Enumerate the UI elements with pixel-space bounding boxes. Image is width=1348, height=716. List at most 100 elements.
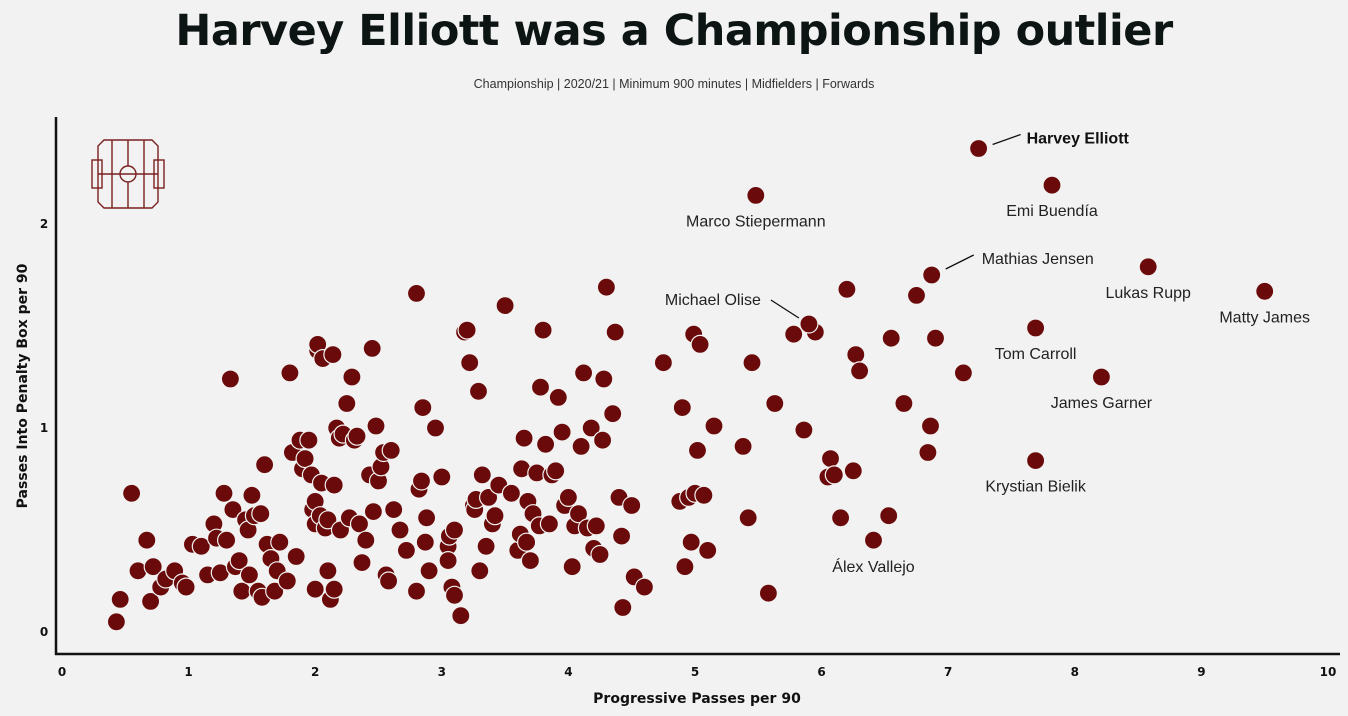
- highlighted-data-point: [1138, 257, 1158, 277]
- data-point: [337, 393, 357, 414]
- data-point: [191, 536, 211, 556]
- data-point: [406, 581, 427, 601]
- data-point: [535, 434, 556, 454]
- leader-line: [945, 254, 974, 270]
- highlighted-data-point: [799, 314, 819, 334]
- data-point: [444, 520, 465, 540]
- highlighted-data-point: [1025, 318, 1046, 338]
- data-point: [444, 585, 465, 605]
- data-point: [592, 430, 613, 450]
- data-point: [251, 504, 271, 524]
- data-point: [413, 398, 433, 418]
- data-point: [323, 345, 343, 365]
- x-tick-label: 10: [1320, 665, 1337, 679]
- data-point: [239, 565, 259, 585]
- data-point: [843, 461, 863, 481]
- data-point: [552, 422, 572, 442]
- data-point: [586, 516, 606, 536]
- highlighted-data-point: [746, 185, 766, 205]
- data-point: [470, 561, 490, 581]
- data-point: [704, 416, 724, 436]
- data-point: [366, 416, 386, 436]
- data-point: [396, 540, 416, 561]
- data-point: [653, 353, 674, 373]
- x-tick-label: 0: [58, 665, 66, 679]
- data-point: [242, 485, 262, 505]
- data-point: [265, 581, 285, 601]
- data-point: [419, 561, 439, 581]
- data-point: [217, 530, 237, 550]
- data-point: [558, 487, 579, 507]
- x-tick-label: 7: [944, 665, 952, 679]
- data-point: [784, 324, 804, 344]
- data-point: [520, 550, 541, 571]
- highlighted-data-point: [968, 138, 989, 159]
- data-point: [356, 530, 376, 550]
- chart-title: Harvey Elliott was a Championship outlie…: [175, 6, 1173, 56]
- data-point: [379, 571, 399, 591]
- data-point: [324, 579, 344, 599]
- data-point: [590, 544, 610, 565]
- point-label: Mathias Jensen: [982, 251, 1094, 268]
- highlighted-data-point: [922, 265, 942, 285]
- data-point: [906, 285, 927, 305]
- data-point: [562, 557, 582, 577]
- data-point: [352, 552, 372, 573]
- leader-line: [992, 133, 1021, 146]
- data-point: [485, 506, 505, 526]
- x-tick-label: 6: [817, 665, 825, 679]
- data-point: [881, 328, 901, 348]
- point-label: Lukas Rupp: [1106, 285, 1191, 302]
- data-point: [295, 449, 315, 469]
- data-point: [342, 367, 362, 387]
- data-point: [690, 334, 710, 354]
- highlighted-data-point: [1091, 367, 1112, 387]
- data-point: [820, 449, 841, 469]
- data-point: [347, 426, 367, 446]
- data-point: [223, 500, 243, 520]
- data-point: [539, 514, 560, 534]
- data-point: [286, 546, 306, 567]
- data-point: [846, 345, 866, 365]
- data-point: [879, 506, 899, 526]
- data-point: [305, 579, 325, 599]
- data-point: [417, 508, 437, 528]
- highlighted-data-point: [1255, 281, 1275, 301]
- x-tick-labels: 0 1 2 3 4 5 6 7 8 9 10: [58, 665, 1337, 679]
- data-point: [476, 536, 496, 556]
- data-point: [687, 440, 708, 460]
- data-point: [794, 420, 814, 440]
- data-point: [277, 571, 297, 591]
- y-tick-label: 1: [40, 421, 48, 435]
- point-label: Michael Olise: [665, 292, 761, 309]
- data-point: [106, 612, 127, 632]
- data-point: [110, 589, 130, 610]
- point-label: Krystian Bielik: [985, 479, 1086, 496]
- data-point: [681, 532, 701, 552]
- x-tick-label: 8: [1071, 665, 1079, 679]
- data-point: [530, 377, 551, 397]
- data-point: [581, 418, 601, 438]
- leader-line: [770, 299, 800, 319]
- data-points: [106, 138, 1275, 632]
- data-point: [479, 487, 499, 507]
- data-point: [611, 526, 632, 546]
- data-point: [176, 577, 196, 597]
- data-point: [438, 550, 458, 571]
- data-point: [406, 283, 427, 303]
- point-label: Álex Vallejo: [832, 557, 915, 576]
- data-point: [363, 502, 383, 522]
- data-point: [390, 520, 410, 540]
- data-point: [362, 338, 382, 358]
- data-point: [141, 591, 161, 612]
- data-point: [318, 561, 338, 581]
- data-point: [738, 508, 758, 528]
- data-point: [384, 500, 404, 520]
- x-tick-label: 2: [311, 665, 319, 679]
- y-axis-label: Passes Into Penalty Box per 90: [15, 263, 31, 508]
- data-point: [925, 328, 946, 348]
- point-label: Tom Carroll: [995, 346, 1077, 363]
- point-label: James Garner: [1051, 395, 1153, 412]
- data-point: [349, 514, 370, 534]
- data-point: [514, 428, 534, 448]
